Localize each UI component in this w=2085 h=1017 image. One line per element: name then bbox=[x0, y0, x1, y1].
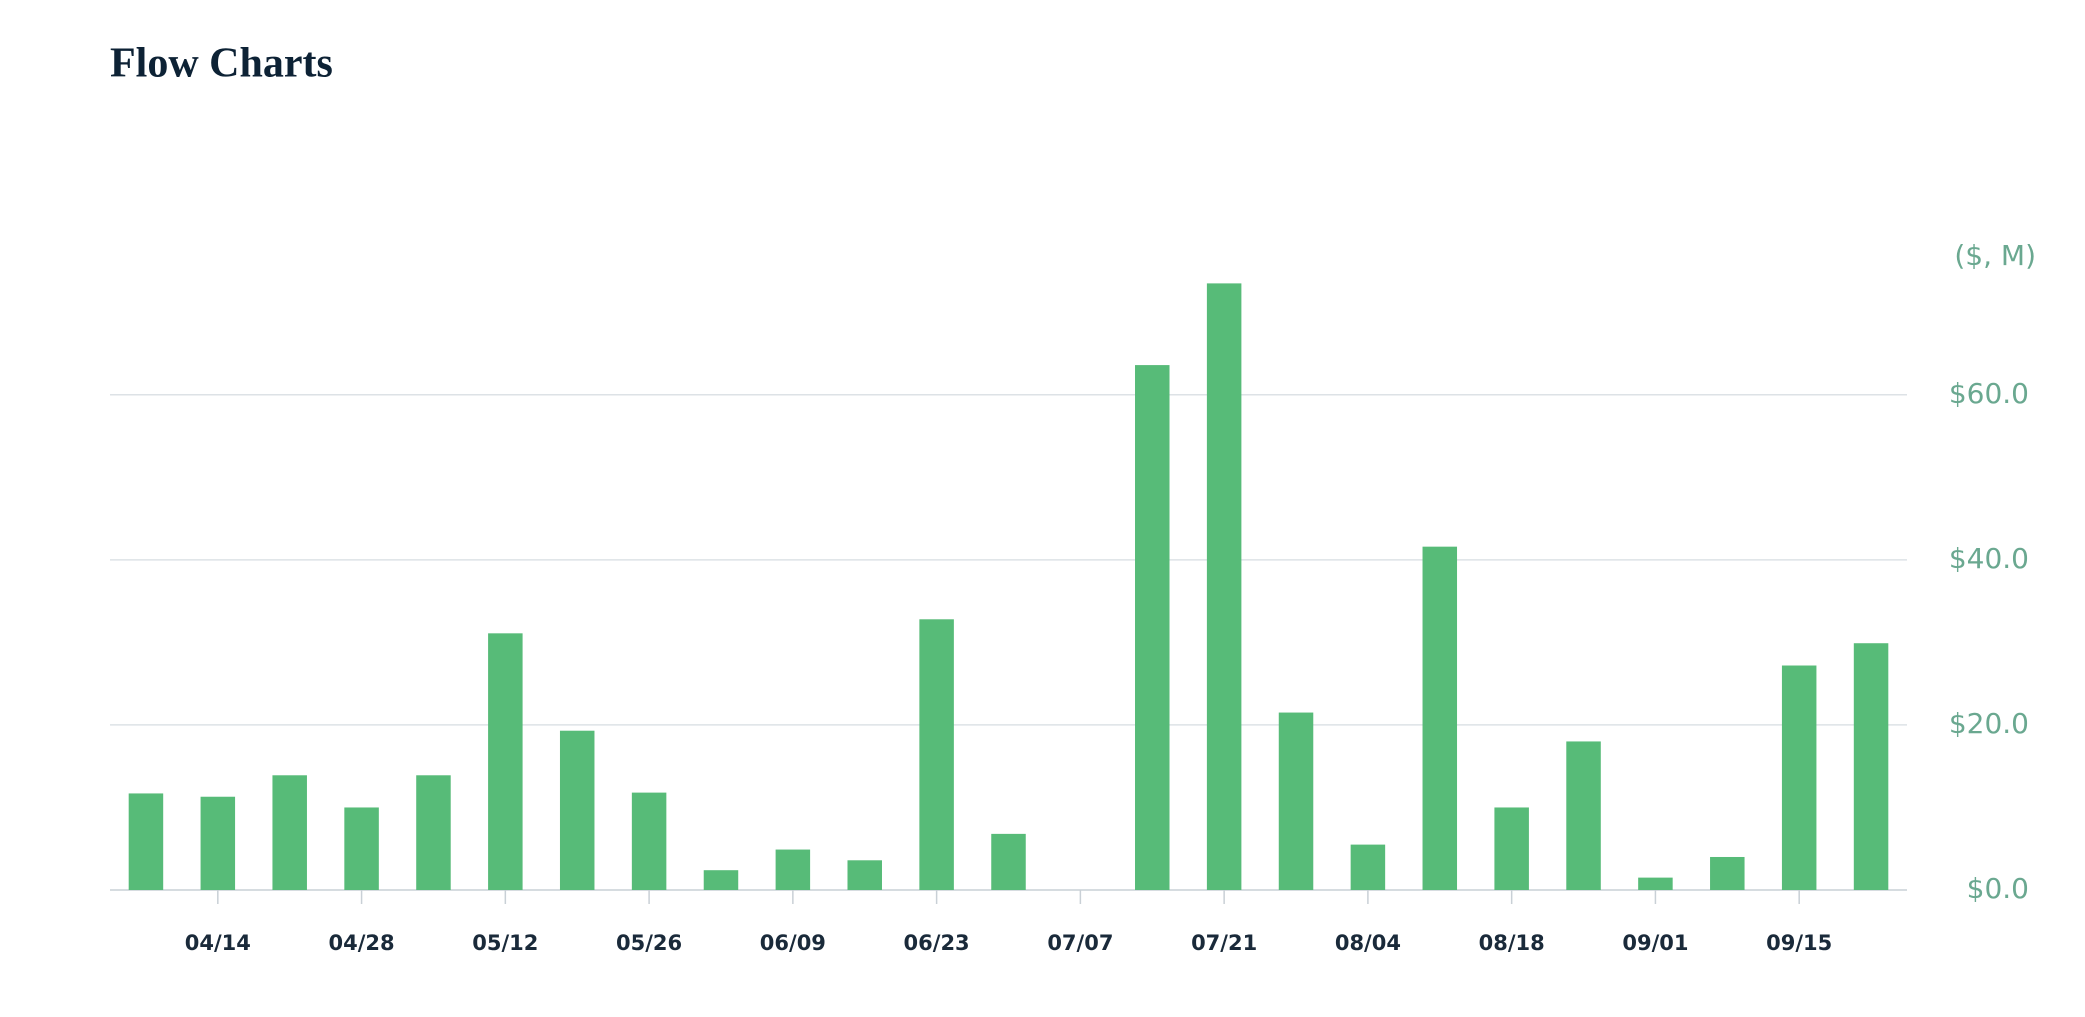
bar bbox=[1206, 283, 1242, 890]
bar bbox=[1566, 741, 1601, 890]
bar bbox=[128, 793, 164, 890]
x-tick-label: 04/14 bbox=[185, 931, 251, 955]
bar bbox=[272, 775, 307, 890]
x-tick-label: 04/28 bbox=[329, 931, 395, 955]
bar bbox=[1422, 546, 1458, 890]
x-tick-label: 08/18 bbox=[1479, 931, 1545, 955]
bar bbox=[991, 833, 1026, 890]
y-tick-label: $0.0 bbox=[1967, 872, 2029, 905]
bar bbox=[200, 796, 236, 890]
x-tick-label: 09/15 bbox=[1766, 931, 1832, 955]
x-tick-label: 06/23 bbox=[904, 931, 970, 955]
y-tick-label: $60.0 bbox=[1949, 377, 2029, 410]
y-axis-label: ($, M) bbox=[1954, 239, 2036, 272]
y-tick-label: $40.0 bbox=[1949, 542, 2029, 575]
bar bbox=[344, 807, 379, 890]
bar bbox=[1350, 844, 1386, 890]
x-tick-label: 05/12 bbox=[472, 931, 538, 955]
bar bbox=[703, 870, 739, 890]
x-tick-label: 06/09 bbox=[760, 931, 826, 955]
bar bbox=[1494, 807, 1529, 890]
x-tick-label: 08/04 bbox=[1335, 931, 1401, 955]
y-tick-label: $20.0 bbox=[1949, 707, 2029, 740]
x-tick-label: 07/07 bbox=[1047, 931, 1113, 955]
x-tick-label: 07/21 bbox=[1191, 931, 1257, 955]
bar bbox=[631, 792, 667, 890]
bar bbox=[559, 730, 595, 890]
bar bbox=[775, 849, 811, 890]
x-tick-label: 09/01 bbox=[1622, 931, 1688, 955]
bar bbox=[1710, 856, 1745, 890]
bar bbox=[1278, 712, 1314, 890]
chart-title: Flow Charts bbox=[110, 41, 333, 87]
bar bbox=[1638, 877, 1673, 890]
x-tick-label: 05/26 bbox=[616, 931, 682, 955]
bar bbox=[488, 633, 523, 890]
bar bbox=[416, 775, 451, 890]
bar bbox=[1853, 643, 1889, 890]
bar bbox=[919, 619, 954, 890]
bar bbox=[1135, 365, 1170, 890]
bar bbox=[847, 860, 882, 890]
bar bbox=[1781, 665, 1817, 890]
